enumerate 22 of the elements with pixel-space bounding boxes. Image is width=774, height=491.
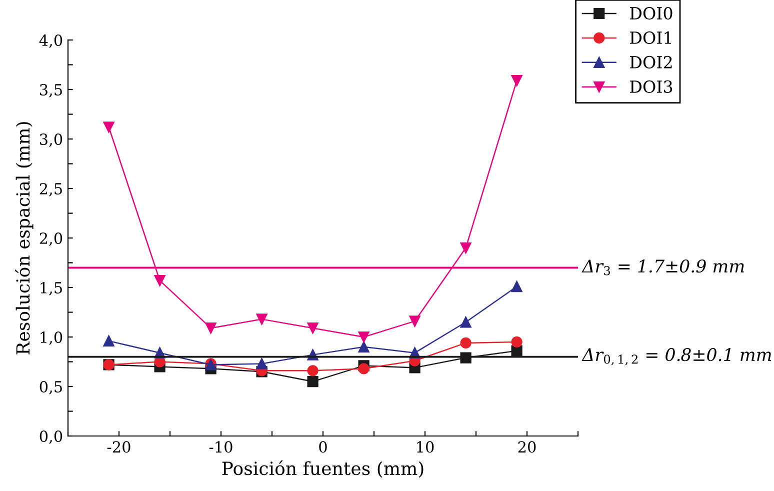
- legend-label: DOI0: [630, 6, 672, 20]
- x-tick-label: 20: [518, 441, 536, 453]
- x-tick-label: -20: [107, 441, 130, 453]
- legend-label: DOI2: [630, 56, 672, 68]
- y-tick-label: 3,5: [40, 84, 62, 98]
- y-tick-label: 0,5: [40, 380, 62, 394]
- y-tick-label: 4,0: [39, 34, 62, 48]
- y-tick-label: 3,0: [40, 133, 62, 147]
- y-tick-label: 1,0: [40, 331, 62, 345]
- ref-line-label: Δr$_{0,1,2}$ = 0.8±0.1 mm: [582, 348, 772, 366]
- y-tick-label: 2,5: [40, 182, 62, 196]
- legend-label: DOI3: [630, 80, 672, 93]
- x-tick-label: -10: [209, 441, 232, 453]
- y-tick-label: 2,0: [40, 232, 62, 246]
- y-axis-title: Resolución espacial (mm): [15, 122, 34, 354]
- y-tick-label: 0,0: [40, 430, 62, 444]
- x-tick-label: 10: [417, 441, 434, 453]
- legend-label: DOI1: [630, 31, 671, 44]
- y-tick-label: 1,5: [40, 282, 62, 296]
- x-axis-title: Posición fuentes (mm): [222, 460, 424, 478]
- x-tick-label: 0: [319, 441, 327, 453]
- ref-line-label: Δr$_{3}$ = 1.7±0.9 mm: [582, 259, 744, 276]
